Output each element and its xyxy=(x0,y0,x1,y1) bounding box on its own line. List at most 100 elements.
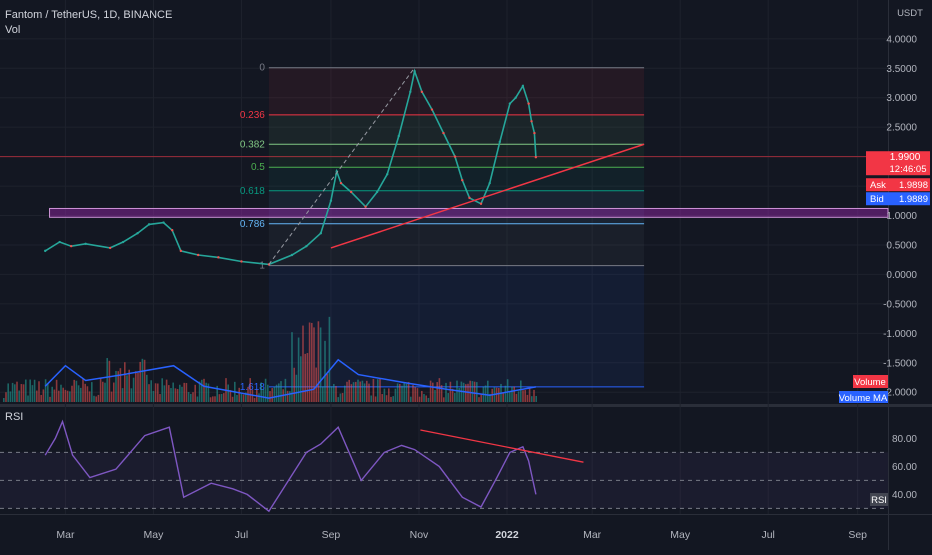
volume-bar xyxy=(273,386,276,402)
time-tick-label: Jul xyxy=(761,529,774,541)
volume-bar xyxy=(355,381,357,402)
volume-bar xyxy=(372,378,375,402)
volume-bar xyxy=(207,383,210,402)
vol-legend[interactable]: Vol xyxy=(5,24,21,36)
volume-bar xyxy=(528,388,531,402)
volume-bar xyxy=(71,385,73,402)
fibonacci-retracement[interactable]: 0 0.236 0.382 0.5 0.618 0.786 1 1.618 xyxy=(240,63,645,393)
volume-bar xyxy=(152,390,155,402)
ascending-trendline[interactable] xyxy=(330,143,645,249)
volume-bar xyxy=(315,367,317,402)
price-point xyxy=(533,131,536,135)
symbol-title[interactable]: Fantom / TetherUS, 1D, BINANCE xyxy=(5,9,173,21)
price-tick-label: 1.0000 xyxy=(886,211,917,222)
time-axis[interactable]: Mar May Jul Sep Nov 2022 Mar May Jul Sep xyxy=(56,529,867,541)
rsi-pane[interactable]: RSI 80.00 60.00 40.00 RSI xyxy=(0,411,917,513)
support-zone-rectangle[interactable] xyxy=(49,207,889,218)
volume-bar xyxy=(38,381,40,402)
volume-bar xyxy=(267,384,269,402)
price-point xyxy=(69,244,73,248)
volume-bar xyxy=(172,382,174,402)
time-tick-label: 2022 xyxy=(495,529,519,541)
volume-bar xyxy=(458,388,460,402)
fib-trend-dashed-line[interactable] xyxy=(268,67,416,265)
volume-bar xyxy=(108,360,111,402)
volume-bar xyxy=(82,379,84,402)
price-tick-label: -2.0000 xyxy=(883,388,917,399)
volume-bar xyxy=(150,380,152,402)
volume-bar xyxy=(262,389,265,402)
volume-bar xyxy=(80,387,82,402)
price-point xyxy=(420,90,424,94)
volume-bar xyxy=(40,394,42,402)
volume-bar xyxy=(124,362,126,402)
volume-ma-axis-tag xyxy=(839,391,888,403)
volume-bar xyxy=(253,397,256,402)
volume-bar xyxy=(190,393,192,402)
volume-bar xyxy=(425,395,427,402)
volume-bar xyxy=(308,322,311,402)
price-point xyxy=(217,256,220,259)
volume-bar xyxy=(18,390,20,402)
volume-bar xyxy=(434,389,436,402)
price-point xyxy=(121,240,125,244)
volume-bar xyxy=(454,392,456,402)
fib-band xyxy=(268,223,645,266)
volume-bar xyxy=(29,379,31,402)
volume-bar xyxy=(33,379,36,402)
volume-bar xyxy=(11,382,14,402)
time-tick-label: May xyxy=(144,529,165,541)
rsi-divergence-line[interactable] xyxy=(420,429,584,463)
volume-bar xyxy=(324,340,326,402)
price-series-line[interactable] xyxy=(44,68,537,266)
volume-bar xyxy=(526,394,529,402)
volume-bar xyxy=(291,332,293,402)
volume-bar xyxy=(517,391,520,402)
price-point xyxy=(196,253,200,257)
volume-bar xyxy=(361,380,364,402)
volume-bar xyxy=(300,356,302,402)
volume-bar xyxy=(344,385,346,402)
volume-bar xyxy=(370,395,372,402)
volume-bar xyxy=(286,390,289,402)
volume-bar xyxy=(93,395,95,402)
volume-bar xyxy=(132,377,135,402)
volume-bar xyxy=(339,393,342,402)
price-tick-label: 3.5000 xyxy=(886,64,917,75)
rsi-legend[interactable]: RSI xyxy=(5,411,23,423)
volume-bars xyxy=(3,316,537,402)
volume-bar xyxy=(293,367,295,402)
volume-bar xyxy=(205,382,207,402)
volume-bar xyxy=(260,382,262,402)
volume-bar xyxy=(502,392,504,402)
price-point xyxy=(170,229,174,232)
rsi-line[interactable] xyxy=(44,419,537,513)
volume-bar xyxy=(119,368,122,402)
volume-bar xyxy=(427,397,430,402)
volume-bar xyxy=(513,386,515,402)
volume-bar xyxy=(14,384,16,402)
ask-price-tag xyxy=(866,178,930,192)
price-tick-label: 0.0000 xyxy=(886,270,917,281)
price-tick-label: 3.0000 xyxy=(886,93,917,104)
price-tick-label: 0.5000 xyxy=(886,240,917,251)
volume-bar xyxy=(504,385,507,402)
volume-bar xyxy=(352,382,355,402)
volume-bar xyxy=(414,387,416,402)
volume-bar xyxy=(203,378,205,402)
volume-bar xyxy=(495,387,498,402)
volume-bar xyxy=(403,382,405,402)
volume-bar xyxy=(264,378,267,402)
volume-bar xyxy=(209,397,212,402)
volume-bar xyxy=(231,396,234,402)
price-point xyxy=(339,181,343,185)
volume-bar xyxy=(185,382,188,402)
volume-bar xyxy=(165,379,168,402)
time-tick-label: Nov xyxy=(410,529,429,541)
price-point xyxy=(136,232,139,235)
volume-bar xyxy=(469,380,471,402)
volume-bar xyxy=(449,381,452,402)
fib-level-label: 0.786 xyxy=(240,219,265,230)
